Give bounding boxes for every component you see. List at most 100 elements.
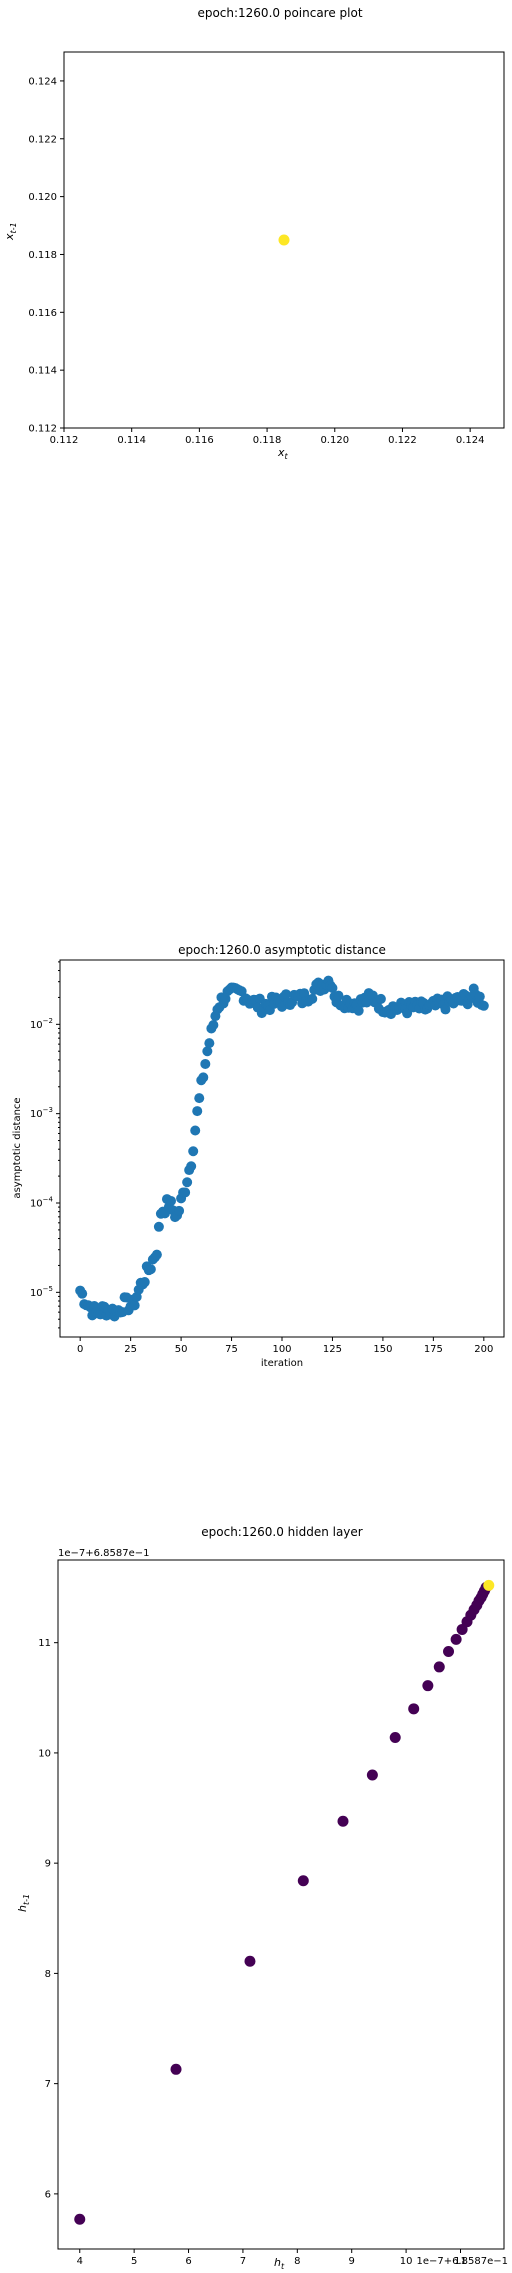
data-point — [182, 1177, 193, 1188]
data-point — [139, 1277, 150, 1288]
data-point — [297, 1875, 309, 1887]
y-tick-label: 9 — [45, 1859, 51, 1870]
data-point — [198, 1072, 209, 1083]
y-tick-label: 0.120 — [28, 192, 57, 203]
x-axis-label: ht — [274, 2256, 285, 2269]
x-axis-label: xt — [277, 446, 289, 461]
x-tick-label: 6 — [185, 2256, 191, 2267]
data-point — [129, 1300, 140, 1311]
data-point — [192, 1106, 203, 1117]
data-point — [443, 1645, 455, 1657]
data-point — [408, 1703, 420, 1715]
data-point — [151, 1249, 162, 1260]
x-tick-label: 9 — [349, 2256, 355, 2267]
x-tick-label: 100 — [272, 1344, 291, 1355]
plot-frame — [57, 1559, 505, 2250]
plot-frame — [59, 959, 505, 1338]
y-tick-label: 0.124 — [28, 76, 57, 87]
y-tick-label: 0.112 — [28, 424, 57, 435]
asymptotic-figure: epoch:1260.0 asymptotic distance 0 25 50 75 1… — [0, 760, 512, 1520]
y-axis-label: asymptotic distance — [12, 1097, 23, 1198]
y-tick-label: 10−2 — [30, 1017, 53, 1031]
x-tick-label: 200 — [474, 1344, 493, 1355]
data-point — [440, 1004, 451, 1015]
data-point — [281, 989, 292, 1000]
data-point — [166, 1195, 176, 1206]
data-point — [74, 2213, 86, 2225]
x-tick-label: 25 — [124, 1344, 137, 1355]
y-tick-label: 8 — [45, 1969, 51, 1980]
x-tick-label: 0.118 — [253, 435, 282, 446]
plot-frame — [63, 51, 505, 429]
x-tick-label: 8 — [294, 2256, 300, 2267]
y-offset-label: 1e−7+6.8587e−1 — [58, 1548, 150, 1559]
data-point — [389, 1731, 401, 1743]
y-tick-label: 10−3 — [30, 1106, 53, 1120]
data-point — [478, 1000, 489, 1011]
data-point — [450, 1633, 462, 1645]
data-point — [483, 1579, 495, 1591]
x-tick-label: 5 — [131, 2256, 137, 2267]
data-point — [278, 234, 290, 246]
y-tick-label: 0.114 — [28, 366, 57, 377]
data-point — [375, 993, 386, 1004]
x-tick-label: 0.114 — [117, 435, 146, 446]
y-tick-label: 0.118 — [28, 250, 57, 261]
x-axis-label: iteration — [261, 1358, 303, 1369]
y-tick-label: 6 — [45, 2189, 51, 2200]
x-tick-label: 50 — [175, 1344, 188, 1355]
chart-title: epoch:1260.0 asymptotic distance — [178, 943, 386, 957]
data-point — [202, 1046, 213, 1057]
data-point — [327, 982, 338, 993]
chart-title: epoch:1260.0 hidden layer — [201, 1525, 363, 1539]
data-point — [194, 1093, 205, 1104]
data-point — [170, 2063, 182, 2075]
data-point — [180, 1187, 191, 1198]
data-point — [145, 1264, 156, 1275]
data-point — [307, 993, 318, 1004]
data-point — [244, 1955, 256, 1967]
data-point — [200, 1058, 211, 1069]
data-point — [208, 1020, 219, 1031]
x-tick-label: 4 — [77, 2256, 83, 2267]
data-point — [220, 993, 231, 1004]
x-tick-label: 10 — [400, 2256, 413, 2267]
poincare-plot: epoch:1260.0 poincare plot 0.112 0.114 0.11… — [3, 6, 505, 461]
y-tick-label: 7 — [45, 2079, 51, 2090]
data-point — [353, 1005, 364, 1016]
hidden-layer-figure: epoch:1260.0 hidden layer 1e−7+6.8587e−1 4… — [0, 1520, 512, 2271]
x-tick-label: 0.112 — [50, 435, 79, 446]
y-axis-label: xt-1 — [3, 222, 18, 241]
data-point — [433, 1661, 445, 1673]
data-point — [190, 1125, 201, 1136]
y-axis-label: ht-1 — [16, 1894, 31, 1912]
data-point — [77, 1288, 88, 1299]
data-point — [422, 1680, 434, 1692]
y-tick-label: 0.122 — [28, 134, 57, 145]
data-point — [333, 990, 344, 1001]
data-point — [474, 991, 485, 1002]
data-point — [366, 1769, 378, 1781]
data-point — [204, 1038, 215, 1049]
data-point — [153, 1221, 164, 1232]
x-tick-label: 7 — [240, 2256, 246, 2267]
y-tick-label: 0.116 — [28, 308, 57, 319]
y-tick-label: 11 — [38, 1638, 51, 1649]
x-tick-label: 75 — [225, 1344, 238, 1355]
asymptotic-distance-plot: epoch:1260.0 asymptotic distance 0 25 50 75 1… — [12, 943, 505, 1369]
poincare-figure: epoch:1260.0 poincare plot 0.112 0.114 0.11… — [0, 0, 512, 760]
x-tick-label: 0.116 — [185, 435, 214, 446]
y-tick-label: 10−5 — [30, 1285, 53, 1299]
x-tick-label: 0 — [77, 1344, 83, 1355]
data-point — [299, 988, 310, 999]
data-point — [186, 1161, 197, 1172]
data-point — [188, 1146, 199, 1157]
data-point — [174, 1205, 185, 1216]
x-tick-label: 150 — [373, 1344, 392, 1355]
x-tick-label: 0.122 — [388, 435, 417, 446]
x-tick-label: 11 — [454, 2256, 467, 2267]
data-point — [337, 1815, 349, 1827]
x-tick-label: 0.124 — [456, 435, 485, 446]
hidden-layer-plot: epoch:1260.0 hidden layer 1e−7+6.8587e−1 4… — [16, 1525, 508, 2271]
x-tick-label: 0.120 — [320, 435, 349, 446]
